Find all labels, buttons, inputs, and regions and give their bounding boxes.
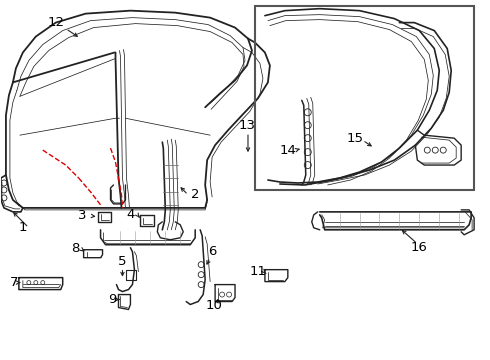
Text: 1: 1 bbox=[19, 221, 27, 234]
Text: 10: 10 bbox=[206, 299, 222, 312]
Text: 8: 8 bbox=[72, 242, 80, 255]
Text: 6: 6 bbox=[208, 245, 216, 258]
Text: 12: 12 bbox=[47, 16, 64, 29]
Text: 5: 5 bbox=[118, 255, 127, 268]
Text: 15: 15 bbox=[346, 132, 363, 145]
Text: 7: 7 bbox=[10, 276, 18, 289]
Text: 4: 4 bbox=[126, 208, 135, 221]
Bar bbox=[255, 6, 474, 190]
Text: 9: 9 bbox=[108, 293, 117, 306]
Text: 14: 14 bbox=[279, 144, 296, 157]
Text: 13: 13 bbox=[239, 119, 255, 132]
Text: 2: 2 bbox=[191, 188, 199, 202]
Text: 11: 11 bbox=[249, 265, 267, 278]
Text: 16: 16 bbox=[411, 241, 428, 254]
Text: 3: 3 bbox=[78, 210, 87, 222]
